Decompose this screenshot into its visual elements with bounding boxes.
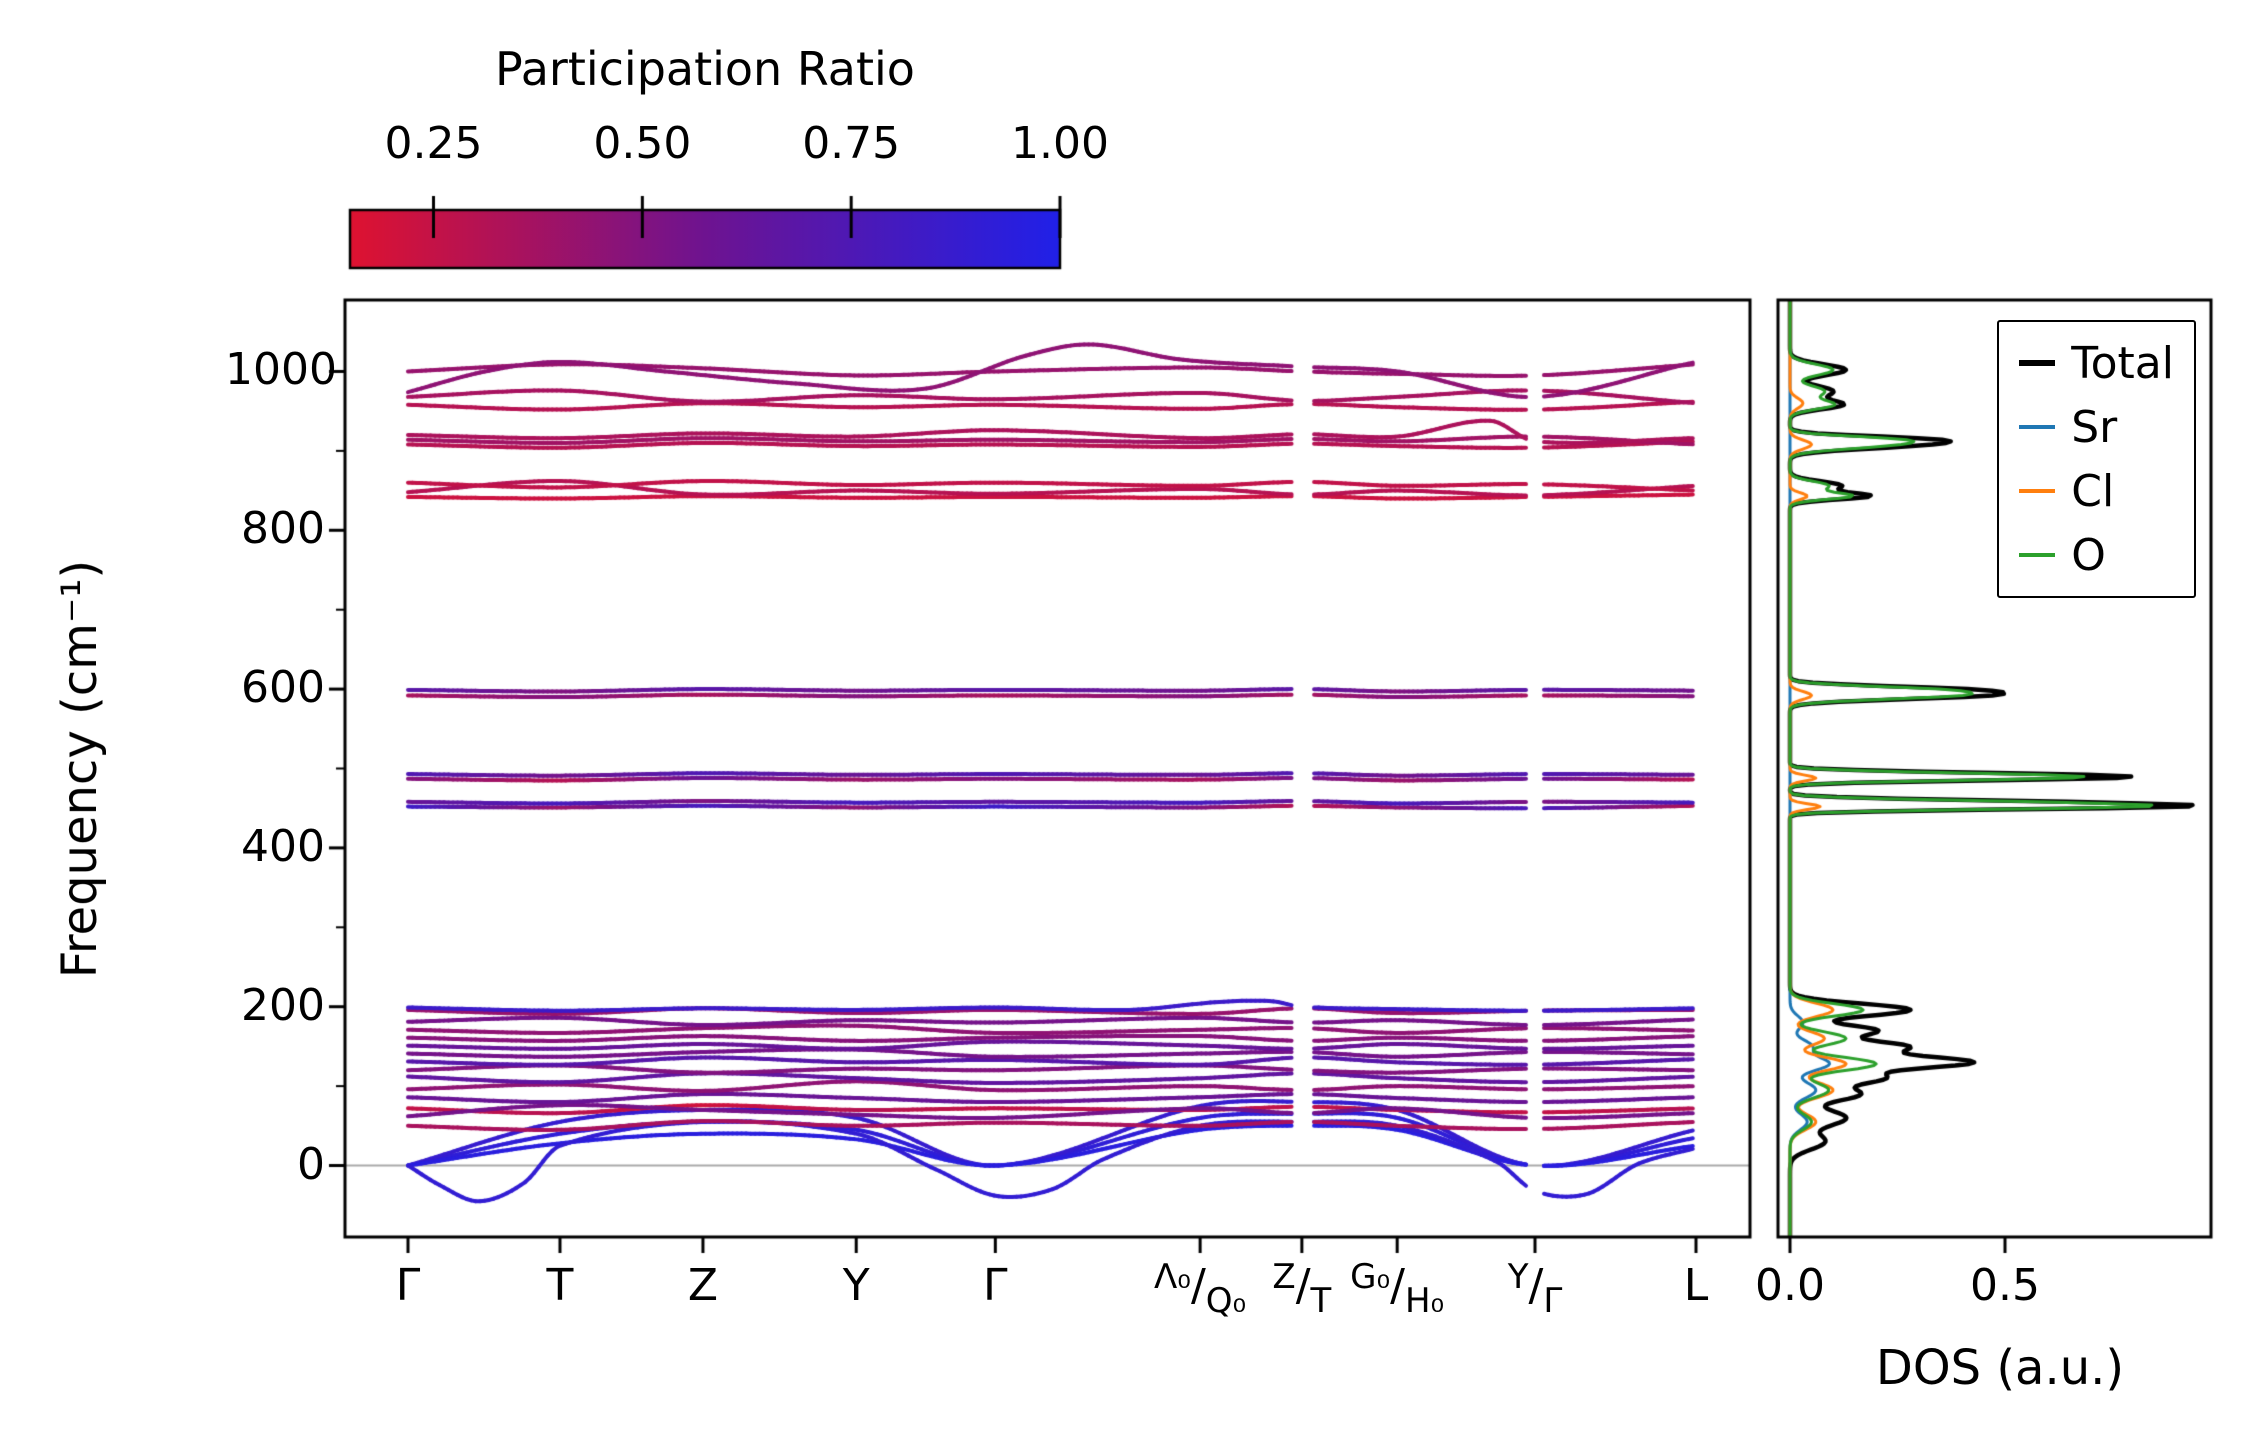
y-tick-label: 600 bbox=[241, 662, 325, 714]
x-tick-label: L bbox=[1683, 1260, 1709, 1311]
dos-legend: Total Sr Cl O bbox=[1997, 320, 2196, 598]
x-tick-pre: Λ₀ bbox=[1154, 1257, 1191, 1297]
legend-row: Total bbox=[2019, 336, 2174, 390]
colorbar-title: Participation Ratio bbox=[495, 42, 915, 96]
legend-label: Sr bbox=[2071, 401, 2118, 453]
legend-row: Cl bbox=[2019, 464, 2174, 518]
x-tick-label: Y/Γ bbox=[1507, 1257, 1563, 1321]
x-tick-label: T bbox=[546, 1260, 574, 1311]
x-tick-post: Q₀ bbox=[1205, 1281, 1247, 1321]
legend-line-swatch bbox=[2019, 553, 2056, 557]
colorbar-tick-label: 0.50 bbox=[593, 118, 692, 169]
x-tick-pre: G₀ bbox=[1350, 1257, 1391, 1297]
dos-xlabel: DOS (a.u.) bbox=[1875, 1340, 2125, 1396]
y-tick-label: 0 bbox=[297, 1138, 325, 1190]
x-tick-post: H₀ bbox=[1404, 1281, 1445, 1321]
y-tick-label: 1000 bbox=[225, 344, 337, 396]
legend-line-swatch bbox=[2019, 425, 2056, 429]
legend-row: Sr bbox=[2019, 400, 2174, 454]
colorbar-tick-label: 0.25 bbox=[384, 118, 483, 169]
x-tick-label: Γ bbox=[983, 1260, 1008, 1311]
legend-row: O bbox=[2019, 528, 2174, 582]
x-tick-label: Γ bbox=[395, 1260, 421, 1311]
y-tick-label: 200 bbox=[241, 979, 325, 1031]
dos-x-tick-label: 0.0 bbox=[1755, 1260, 1825, 1311]
dos-x-tick-label: 0.5 bbox=[1970, 1260, 2040, 1311]
x-tick-label: Z bbox=[687, 1260, 719, 1311]
x-tick-label: Z/T bbox=[1272, 1257, 1332, 1321]
colorbar-tick-label: 1.00 bbox=[1011, 118, 1109, 169]
legend-line-swatch bbox=[2019, 489, 2056, 493]
y-tick-label: 400 bbox=[241, 820, 325, 872]
x-tick-label: Λ₀/Q₀ bbox=[1154, 1257, 1247, 1321]
legend-label: Cl bbox=[2071, 465, 2115, 517]
legend-label: O bbox=[2071, 529, 2106, 581]
x-tick-pre: Y bbox=[1507, 1257, 1529, 1297]
x-tick-label: Y bbox=[842, 1260, 870, 1311]
y-tick-label: 800 bbox=[241, 503, 325, 555]
x-tick-post: Γ bbox=[1543, 1281, 1563, 1321]
colorbar-tick-label: 0.75 bbox=[802, 118, 901, 169]
legend-line-swatch bbox=[2019, 360, 2056, 366]
x-tick-label: G₀/H₀ bbox=[1350, 1257, 1445, 1321]
legend-label: Total bbox=[2071, 337, 2174, 389]
band-ylabel: Frequency (cm⁻¹) bbox=[52, 559, 108, 978]
x-tick-post: T bbox=[1310, 1281, 1332, 1321]
x-tick-pre: Z bbox=[1272, 1257, 1296, 1297]
